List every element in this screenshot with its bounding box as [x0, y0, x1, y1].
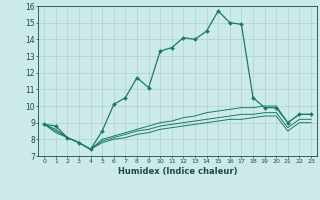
- X-axis label: Humidex (Indice chaleur): Humidex (Indice chaleur): [118, 167, 237, 176]
